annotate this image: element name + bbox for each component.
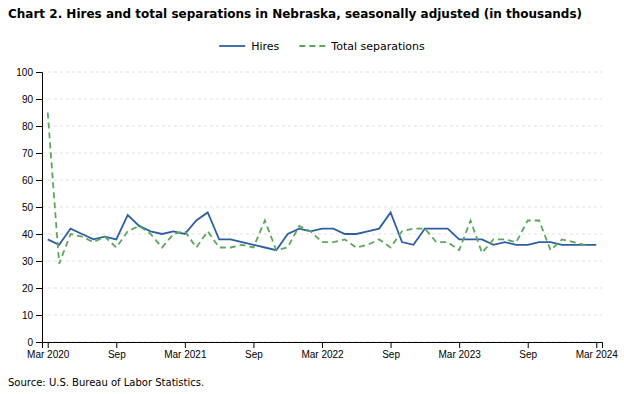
y-tick-label: 20 (22, 283, 34, 294)
y-tick-mark (36, 234, 42, 235)
lines (48, 113, 597, 264)
grid-line (42, 207, 602, 208)
x-tick-mark (528, 342, 529, 348)
y-tick-mark (36, 315, 42, 316)
x-tick-label: Mar 2021 (164, 349, 207, 360)
grid-line (42, 72, 602, 73)
annotation: Source: U.S. Bureau of Labor Statistics. (8, 377, 204, 388)
title: Chart 2. Hires and total separations in … (8, 7, 582, 21)
y-tick: 70 (22, 148, 42, 159)
x-tick: Mar 2021 (164, 342, 207, 360)
y-tick-label: 10 (22, 310, 34, 321)
y-tick: 10 (22, 310, 42, 321)
y-tick: 50 (22, 202, 42, 213)
y-tick: 60 (22, 175, 42, 186)
y-tick-mark (36, 207, 42, 208)
legend-label: Total separations (330, 40, 425, 53)
grid-line (42, 153, 602, 154)
y-tick-mark (36, 342, 42, 343)
x-tick-mark (185, 342, 186, 348)
y-axis-line (36, 73, 43, 343)
y-tick: 80 (22, 121, 42, 132)
legend: Hires Total separations (219, 40, 425, 53)
y-tick-label: 80 (22, 121, 34, 132)
x-tick-mark (116, 342, 117, 348)
x-tick-label: Sep (519, 349, 537, 360)
grid (42, 72, 602, 342)
x-tick: Mar 2023 (439, 342, 482, 360)
y-tick-label: 70 (22, 148, 34, 159)
legend-label: Hires (251, 40, 279, 53)
x-tick-label: Mar 2022 (301, 349, 344, 360)
y-tick-label: 60 (22, 175, 34, 186)
y-tick-mark (36, 180, 42, 181)
x-tick: Mar 2020 (27, 342, 70, 360)
x-axis: Mar 2020 Sep Mar 2021 Sep Mar 2022 Sep Mar 202… (27, 342, 618, 360)
grid-line (42, 315, 602, 316)
grid-line (42, 180, 602, 181)
legend-swatch (299, 45, 325, 47)
y-axis: 0 10 20 30 40 50 60 70 80 90 100 (16, 67, 42, 348)
x-tick-mark (322, 342, 323, 348)
y-tick-label: 50 (22, 202, 34, 213)
y-tick-label: 40 (22, 229, 34, 240)
series-line (48, 212, 597, 250)
grid-line (42, 99, 602, 100)
x-tick: Sep (382, 342, 400, 360)
y-tick-mark (36, 261, 42, 262)
y-tick-label: 100 (16, 67, 33, 78)
y-tick: 90 (22, 94, 42, 105)
x-tick-label: Mar 2023 (439, 349, 482, 360)
x-tick-label: Sep (108, 349, 126, 360)
y-tick-mark (36, 72, 42, 73)
x-tick-mark (459, 342, 460, 348)
x-tick: Sep (245, 342, 263, 360)
x-tick-mark (596, 342, 597, 348)
grid-line (42, 288, 602, 289)
x-tick-mark (48, 342, 49, 348)
x-tick-label: Mar 2020 (27, 349, 70, 360)
x-tick-mark (253, 342, 254, 348)
y-tick: 40 (22, 229, 42, 240)
x-tick: Mar 2022 (301, 342, 344, 360)
y-tick-mark (36, 153, 42, 154)
y-tick-mark (36, 126, 42, 127)
x-tick: Sep (519, 342, 537, 360)
y-tick-label: 90 (22, 94, 34, 105)
y-tick-mark (36, 288, 42, 289)
legend-swatch (219, 45, 245, 47)
x-tick: Sep (108, 342, 126, 360)
x-tick-label: Mar 2024 (576, 349, 619, 360)
grid-line (42, 126, 602, 127)
legend-item: Hires (219, 40, 279, 53)
grid-line (42, 261, 602, 262)
y-tick-label: 0 (27, 337, 33, 348)
legend-item: Total separations (299, 40, 425, 53)
series-line (48, 113, 585, 264)
x-axis-line (43, 343, 603, 349)
x-tick-label: Sep (382, 349, 400, 360)
chart: Chart 2. Hires and total separations in … (0, 0, 624, 394)
y-tick-label: 30 (22, 256, 34, 267)
y-tick: 100 (16, 67, 42, 78)
x-tick: Mar 2024 (576, 342, 619, 360)
x-tick-mark (391, 342, 392, 348)
y-tick: 20 (22, 283, 42, 294)
y-tick-mark (36, 99, 42, 100)
x-tick-label: Sep (245, 349, 263, 360)
y-tick: 0 (27, 337, 42, 348)
plot-area: 0102030405060708090100Mar 2020SepMar 202… (16, 67, 618, 360)
y-tick: 30 (22, 256, 42, 267)
